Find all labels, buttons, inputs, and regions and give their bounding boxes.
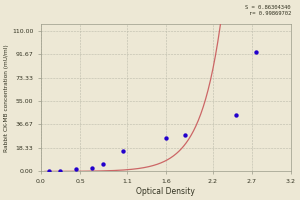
X-axis label: Optical Density: Optical Density	[136, 187, 195, 196]
Y-axis label: Rabbit CK-MB concentration (mU/ml): Rabbit CK-MB concentration (mU/ml)	[4, 44, 9, 152]
Point	[74, 168, 79, 171]
Point	[101, 163, 106, 166]
Point	[58, 169, 63, 172]
Point	[183, 133, 188, 137]
Point	[253, 51, 258, 54]
Point	[234, 113, 239, 117]
Point	[121, 149, 125, 153]
Point	[89, 166, 94, 169]
Text: S = 0.86304340
r= 0.99869702: S = 0.86304340 r= 0.99869702	[245, 5, 291, 16]
Point	[164, 137, 168, 140]
Point	[46, 170, 51, 173]
